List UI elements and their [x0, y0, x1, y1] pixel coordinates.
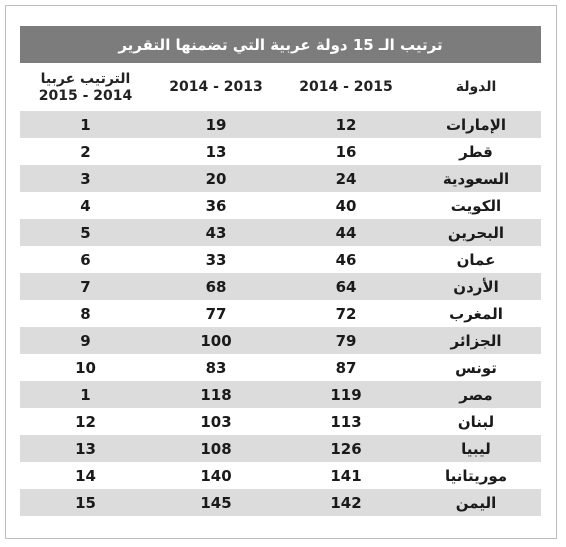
header-2014-2015: 2014 - 2015: [299, 79, 393, 95]
header-country: الدولة: [455, 79, 497, 95]
arab-rank-cell: 15: [75, 493, 96, 512]
country-cell: اليمن: [455, 493, 497, 512]
arab-rank-cell: 2: [80, 142, 91, 161]
table-row: عمان 46 33 6: [20, 246, 541, 273]
table-row: الكويت 40 36 4: [20, 192, 541, 219]
rank-2013-2014-cell: 19: [205, 115, 227, 134]
arab-rank-cell: 4: [80, 196, 91, 215]
country-cell: البحرين: [447, 223, 505, 242]
table-row: الإمارات 12 19 1: [20, 111, 541, 138]
rank-2014-2015-cell: 12: [335, 115, 357, 134]
table-body: الإمارات 12 19 1 قطر 16 13 2 السعودية 24 20 3 الكويت…: [20, 111, 541, 516]
rank-2014-2015-cell: 113: [330, 412, 362, 431]
rank-2013-2014-cell: 68: [205, 277, 227, 296]
table-row: مصر 119 118 1: [20, 381, 541, 408]
arab-rank-cell: 6: [80, 250, 91, 269]
table-row: الأردن 64 68 7: [20, 273, 541, 300]
table-row: ليبيا 126 108 13: [20, 435, 541, 462]
arab-rank-cell: 13: [75, 439, 96, 458]
table-row: لبنان 113 103 12: [20, 408, 541, 435]
country-cell: الإمارات: [445, 115, 507, 134]
arab-rank-cell: 8: [80, 304, 91, 323]
country-cell: المغرب: [449, 304, 503, 323]
table-row: موريتانيا 141 140 14: [20, 462, 541, 489]
arab-rank-cell: 1: [80, 115, 91, 134]
arab-rank-cell: 10: [75, 358, 96, 377]
rank-2014-2015-cell: 126: [330, 439, 362, 458]
rank-2013-2014-cell: 108: [200, 439, 232, 458]
rank-2014-2015-cell: 142: [330, 493, 362, 512]
arab-rank-cell: 3: [80, 169, 91, 188]
table-title-text: ترتيب الـ 15 دولة عربية التي تضمنها التق…: [118, 35, 443, 54]
rank-2014-2015-cell: 16: [335, 142, 357, 161]
arab-rank-cell: 5: [80, 223, 91, 242]
rank-2014-2015-cell: 79: [335, 331, 357, 350]
country-cell: موريتانيا: [444, 466, 508, 485]
arab-rank-cell: 9: [80, 331, 91, 350]
arab-rank-cell: 1: [80, 385, 91, 404]
rank-2014-2015-cell: 40: [335, 196, 357, 215]
rank-2014-2015-cell: 87: [335, 358, 357, 377]
table-row: السعودية 24 20 3: [20, 165, 541, 192]
table-header-row: الدولة 2014 - 2015 2014 - 2013 الترتيب ع…: [20, 63, 541, 111]
rank-2013-2014-cell: 118: [200, 385, 232, 404]
table-row: المغرب 72 77 8: [20, 300, 541, 327]
rank-2013-2014-cell: 145: [200, 493, 232, 512]
rank-2014-2015-cell: 141: [330, 466, 362, 485]
country-cell: قطر: [459, 142, 493, 161]
country-cell: الأردن: [453, 277, 499, 296]
table-row: اليمن 142 145 15: [20, 489, 541, 516]
country-cell: تونس: [455, 358, 497, 377]
table-row: البحرين 44 43 5: [20, 219, 541, 246]
arab-rank-cell: 14: [75, 466, 96, 485]
rank-2013-2014-cell: 43: [205, 223, 227, 242]
rank-2014-2015-cell: 119: [330, 385, 362, 404]
arab-rank-cell: 12: [75, 412, 96, 431]
rank-2014-2015-cell: 46: [335, 250, 357, 269]
table-row: قطر 16 13 2: [20, 138, 541, 165]
country-cell: عمان: [456, 250, 496, 269]
country-cell: لبنان: [457, 412, 495, 431]
rank-2014-2015-cell: 72: [335, 304, 357, 323]
rank-2013-2014-cell: 140: [200, 466, 232, 485]
rank-2013-2014-cell: 83: [205, 358, 227, 377]
country-cell: ليبيا: [461, 439, 491, 458]
header-arab-rank: الترتيب عربيا 2014 - 2015: [38, 71, 133, 104]
header-2013-2014: 2014 - 2013: [169, 79, 263, 95]
rank-2013-2014-cell: 33: [205, 250, 227, 269]
rank-2014-2015-cell: 64: [335, 277, 357, 296]
ranking-table: الدولة 2014 - 2015 2014 - 2013 الترتيب ع…: [20, 63, 541, 516]
rank-2014-2015-cell: 24: [335, 169, 357, 188]
rank-2013-2014-cell: 13: [205, 142, 227, 161]
country-cell: الجزائر: [450, 331, 502, 350]
arab-rank-cell: 7: [80, 277, 91, 296]
country-cell: الكويت: [450, 196, 502, 215]
country-cell: السعودية: [442, 169, 510, 188]
rank-2014-2015-cell: 44: [335, 223, 357, 242]
country-cell: مصر: [459, 385, 493, 404]
table-title: ترتيب الـ 15 دولة عربية التي تضمنها التق…: [20, 26, 541, 63]
rank-2013-2014-cell: 36: [205, 196, 227, 215]
rank-2013-2014-cell: 77: [205, 304, 227, 323]
rank-2013-2014-cell: 100: [200, 331, 232, 350]
table-row: الجزائر 79 100 9: [20, 327, 541, 354]
rank-2013-2014-cell: 20: [205, 169, 227, 188]
rank-2013-2014-cell: 103: [200, 412, 232, 431]
table-row: تونس 87 83 10: [20, 354, 541, 381]
